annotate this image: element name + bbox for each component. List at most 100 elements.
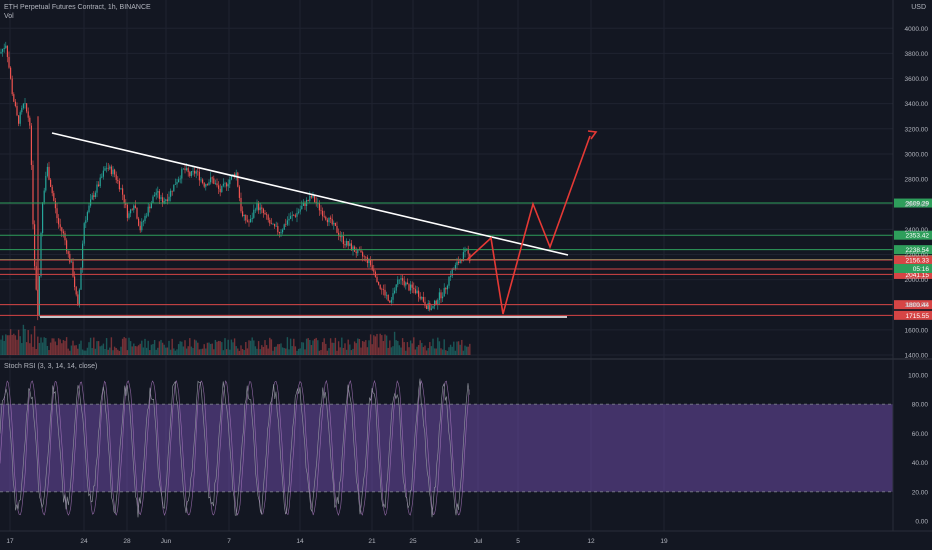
candle-body xyxy=(362,252,364,257)
price-tick-label: 1600.00 xyxy=(905,327,929,334)
candle-body xyxy=(133,205,135,210)
volume-bar xyxy=(265,345,268,355)
candle-body xyxy=(237,172,239,187)
volume-bar xyxy=(328,348,330,355)
volume-bar xyxy=(200,348,202,355)
volume-bar xyxy=(142,347,145,355)
candle-body xyxy=(27,111,29,118)
volume-bar xyxy=(227,339,229,355)
candle-body xyxy=(339,235,341,238)
volume-bar xyxy=(275,346,277,355)
candle-body xyxy=(406,282,408,285)
price-tick-label: 1400.00 xyxy=(905,353,929,360)
candle-body xyxy=(109,166,111,169)
volume-bar xyxy=(174,350,177,355)
candle-body xyxy=(464,248,466,253)
candle-body xyxy=(264,213,266,215)
candle-body xyxy=(395,284,397,291)
volume-bar xyxy=(437,337,439,355)
candle-body xyxy=(466,248,468,250)
volume-bar xyxy=(83,350,85,355)
candle-body xyxy=(381,288,383,290)
volume-bar xyxy=(229,349,231,355)
volume-bar xyxy=(136,346,138,355)
volume-bar xyxy=(1,335,4,355)
candle-body xyxy=(334,222,336,226)
candle-body xyxy=(429,302,431,310)
volume-bar xyxy=(405,350,407,355)
candle-body xyxy=(106,167,108,169)
rsi-tick-label: 80.00 xyxy=(912,402,929,409)
symbol-title: ETH Perpetual Futures Contract, 1h, BINA… xyxy=(4,4,151,11)
volume-bar xyxy=(69,350,71,355)
candle-body xyxy=(93,195,95,198)
volume-bar xyxy=(21,343,23,355)
candle-body xyxy=(309,195,311,201)
volume-bar xyxy=(152,344,154,355)
volume-bar xyxy=(385,335,388,355)
volume-bar xyxy=(427,348,429,355)
price-tick-label: 3800.00 xyxy=(905,51,929,58)
volume-bar xyxy=(14,335,17,355)
volume-bar xyxy=(358,339,361,355)
candle-body xyxy=(299,209,301,212)
price-level-label: 2353.42 xyxy=(906,233,930,240)
candle-body xyxy=(139,225,141,231)
price-level-tag xyxy=(894,269,932,279)
volume-bar xyxy=(297,348,300,355)
candle-body xyxy=(384,289,386,296)
volume-bar xyxy=(345,349,348,355)
candle-body xyxy=(408,284,410,291)
candle-body xyxy=(74,276,76,288)
candle-body xyxy=(218,185,220,189)
candle-body xyxy=(170,190,172,197)
volume-bar xyxy=(51,338,53,355)
candle-body xyxy=(54,200,56,209)
candle-body xyxy=(274,223,276,227)
volume-bar xyxy=(424,345,426,355)
candle-body xyxy=(371,265,373,270)
volume-bar xyxy=(177,344,180,355)
candle-body xyxy=(123,194,125,204)
candle-body xyxy=(171,190,173,192)
volume-bar xyxy=(56,345,58,355)
time-tick-label: 19 xyxy=(660,538,668,545)
volume-bar xyxy=(291,346,293,355)
candle-body xyxy=(312,195,314,198)
volume-bar xyxy=(366,347,369,355)
price-level-label: 2041.15 xyxy=(906,272,930,279)
candle-body xyxy=(346,241,348,246)
projected-path xyxy=(466,135,591,315)
candle-body xyxy=(189,172,191,176)
volume-bar xyxy=(406,342,409,355)
volume-bar xyxy=(467,346,469,355)
candle-body xyxy=(186,168,188,171)
candle-body xyxy=(418,290,420,297)
candle-body xyxy=(448,276,450,286)
volume-bar xyxy=(109,347,111,355)
volume-bar xyxy=(299,348,301,355)
volume-bar xyxy=(161,342,164,355)
price-tick-label: 1800.00 xyxy=(905,302,929,309)
candle-body xyxy=(200,179,202,181)
volume-bar xyxy=(165,347,167,355)
candle-body xyxy=(3,48,5,50)
volume-bar xyxy=(144,338,146,355)
volume-bar xyxy=(22,324,25,355)
candle-body xyxy=(438,292,440,300)
volume-bar xyxy=(104,349,106,355)
candle-body xyxy=(104,168,106,171)
volume-bar xyxy=(16,339,18,355)
volume-bar xyxy=(365,340,367,355)
volume-bar xyxy=(249,340,252,355)
time-tick-label: 12 xyxy=(587,538,595,545)
candle-body xyxy=(333,222,335,225)
candle-body xyxy=(411,284,413,288)
candle-body xyxy=(163,201,165,204)
price-level-tag xyxy=(894,310,932,320)
candle-body xyxy=(77,294,79,306)
volume-bar xyxy=(13,333,15,355)
volume-bar xyxy=(421,342,423,355)
